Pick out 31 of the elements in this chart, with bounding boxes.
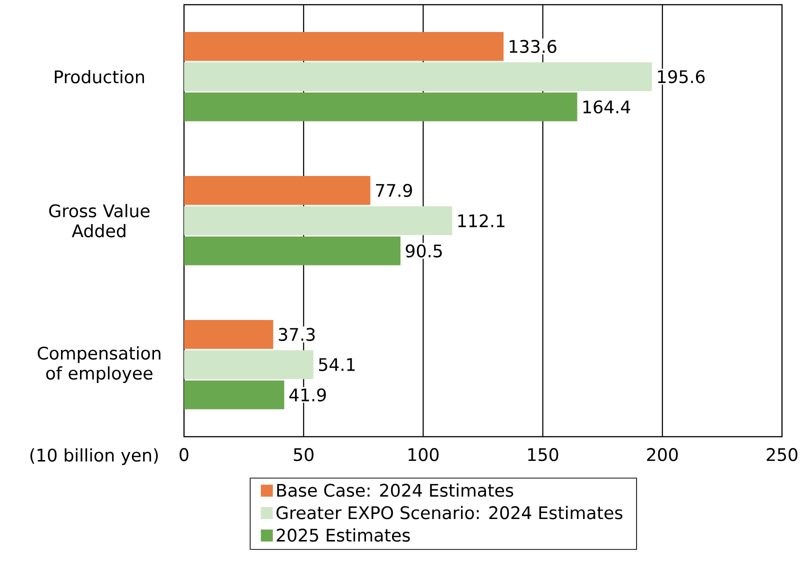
- legend-label: Greater EXPO Scenario: 2024 Estimates: [276, 506, 622, 520]
- data-label: 133.6: [510, 40, 556, 53]
- x-axis-title: (10 billion yen): [30, 448, 158, 466]
- data-label: 37.3: [278, 328, 315, 341]
- y-tick-label: Production: [54, 70, 144, 84]
- data-label: 112.1: [458, 214, 504, 228]
- bar: [184, 206, 452, 236]
- x-tick-label: 0: [180, 448, 188, 462]
- x-tick-label: 150: [528, 448, 558, 462]
- x-tick-label: 200: [647, 448, 678, 462]
- y-tick-label: Compensation of employee: [38, 346, 160, 384]
- bar: [184, 32, 504, 61]
- y-tick-label: Gross Value Added: [49, 204, 150, 238]
- legend-label: Base Case: 2024 Estimates: [277, 483, 514, 497]
- x-tick-label: 100: [408, 448, 439, 462]
- data-label: 164.4: [583, 100, 630, 114]
- bar: [184, 320, 274, 349]
- data-label: 54.1: [319, 358, 355, 372]
- data-label: 195.6: [658, 70, 705, 84]
- x-tick-label: 50: [294, 448, 314, 462]
- bar: [184, 350, 314, 380]
- legend-label: 2025 Estimates: [276, 528, 410, 542]
- x-tick-label: 250: [766, 448, 798, 462]
- data-label: 77.9: [376, 184, 412, 197]
- bar: [184, 380, 284, 410]
- bar: [184, 176, 370, 205]
- bar: [184, 236, 400, 266]
- bar: [184, 62, 652, 92]
- data-label: 41.9: [289, 388, 326, 402]
- data-label: 90.5: [406, 244, 442, 258]
- bar: [184, 92, 578, 122]
